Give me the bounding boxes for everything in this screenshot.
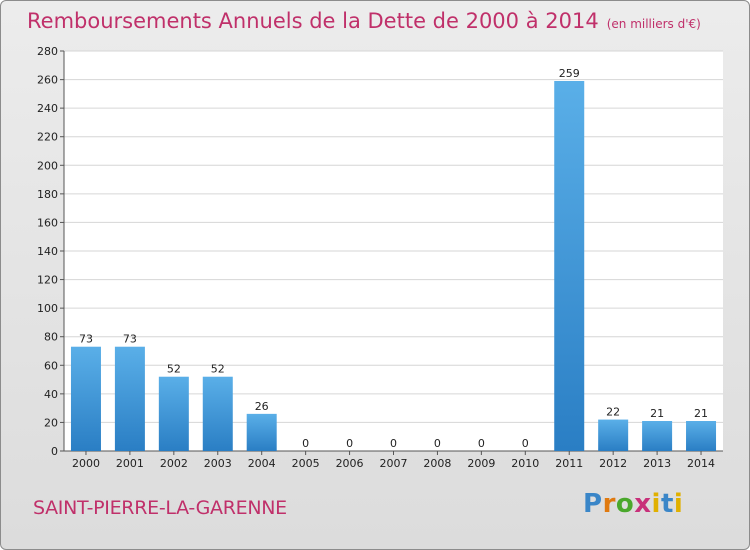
x-tick-label: 2003: [204, 457, 232, 470]
y-tick-label: 20: [44, 416, 58, 429]
y-tick-label: 280: [37, 45, 58, 58]
chart-title-text: Remboursements Annuels de la Dette de 20…: [27, 9, 599, 33]
bar: [554, 81, 585, 451]
data-label: 0: [390, 437, 397, 450]
bar: [686, 421, 717, 451]
data-label: 0: [478, 437, 485, 450]
data-label: 0: [346, 437, 353, 450]
x-tick-label: 2006: [336, 457, 364, 470]
bar: [598, 419, 629, 451]
bar: [158, 376, 189, 451]
y-tick-label: 60: [44, 359, 58, 372]
data-label: 21: [650, 407, 664, 420]
data-label: 26: [255, 400, 269, 413]
x-tick-label: 2008: [423, 457, 451, 470]
x-tick-label: 2005: [292, 457, 320, 470]
chart-title: Remboursements Annuels de la Dette de 20…: [27, 9, 701, 33]
y-tick-label: 260: [37, 74, 58, 87]
x-tick-label: 2007: [380, 457, 408, 470]
data-label: 259: [559, 67, 580, 80]
place-name: SAINT-PIERRE-LA-GARENNE: [33, 497, 287, 519]
bar: [642, 421, 673, 451]
y-tick-label: 100: [37, 302, 58, 315]
bar: [70, 346, 101, 451]
data-label: 22: [606, 406, 620, 419]
data-label: 0: [522, 437, 529, 450]
data-label: 0: [302, 437, 309, 450]
x-tick-label: 2004: [248, 457, 276, 470]
y-tick-label: 0: [51, 445, 58, 458]
y-tick-label: 220: [37, 131, 58, 144]
y-tick-label: 200: [37, 159, 58, 172]
data-label: 0: [434, 437, 441, 450]
y-tick-label: 160: [37, 216, 58, 229]
y-tick-label: 240: [37, 102, 58, 115]
data-label: 52: [211, 363, 225, 376]
y-tick-label: 80: [44, 331, 58, 344]
proxiti-logo: Proxiti: [583, 489, 684, 519]
data-label: 52: [167, 363, 181, 376]
x-tick-label: 2009: [467, 457, 495, 470]
y-tick-label: 180: [37, 188, 58, 201]
bar: [114, 346, 145, 451]
y-tick-label: 120: [37, 274, 58, 287]
x-tick-label: 2001: [116, 457, 144, 470]
x-tick-label: 2012: [599, 457, 627, 470]
bar: [246, 413, 277, 451]
x-tick-label: 2010: [511, 457, 539, 470]
x-tick-label: 2011: [555, 457, 583, 470]
bar: [202, 376, 233, 451]
data-label: 73: [123, 333, 137, 346]
data-label: 21: [694, 407, 708, 420]
x-tick-label: 2000: [72, 457, 100, 470]
chart-unit: (en milliers d'€): [606, 17, 701, 31]
y-tick-label: 140: [37, 245, 58, 258]
data-label: 73: [79, 333, 93, 346]
x-tick-label: 2014: [687, 457, 715, 470]
x-tick-label: 2002: [160, 457, 188, 470]
x-tick-label: 2013: [643, 457, 671, 470]
y-tick-label: 40: [44, 388, 58, 401]
